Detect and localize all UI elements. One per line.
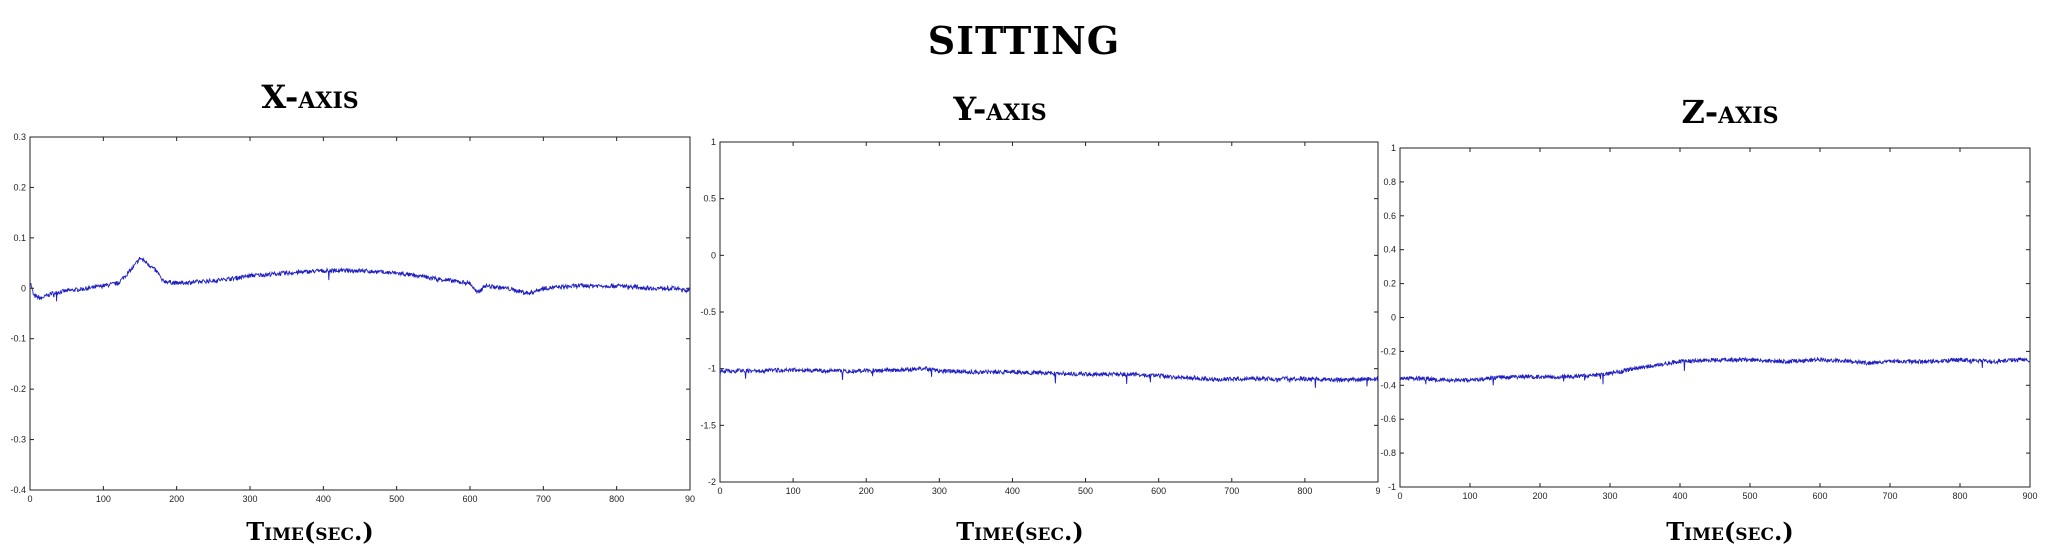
panel-2-series-line [1399, 356, 2031, 386]
panel-2-xtick-label: 300 [1602, 491, 1617, 501]
figure-title: SITTING [927, 18, 1121, 63]
panel-0-ytick-label: -0.3 [10, 435, 26, 445]
panel-1-ytick-label: 1 [711, 137, 716, 147]
panel-0-ytick-label: 0.1 [13, 233, 26, 243]
x-axis-panel-title: X-axis [261, 78, 359, 116]
panel-1-xtick-label: 9 [1375, 486, 1380, 496]
panel-1-xtick-label: 100 [786, 486, 801, 496]
panel-2-xtick-label: 700 [1882, 491, 1897, 501]
panel-0-xtick-label: 400 [316, 494, 331, 504]
panel-0-ytick-label: 0.3 [13, 132, 26, 142]
panel-0-series-line [29, 256, 691, 302]
y-axis-panel-xlabel: Time(sec.) [956, 517, 1084, 546]
panel-1-axes-box [719, 141, 1379, 483]
panel-2-ytick-label: 0.4 [1383, 245, 1396, 255]
panel-1-ytick-label: -1.5 [700, 420, 716, 430]
panel-1-xtick-label: 400 [1005, 486, 1020, 496]
panel-1-xtick-label: 800 [1297, 486, 1312, 496]
panel-0-xtick-label: 90 [685, 494, 695, 504]
panel-0-ytick-label: -0.2 [10, 384, 26, 394]
panel-0-xtick-label: 500 [389, 494, 404, 504]
panel-1-xtick-label: 200 [859, 486, 874, 496]
panel-2-ytick-label: 0.2 [1383, 279, 1396, 289]
panel-2-ytick-label: 0 [1391, 313, 1396, 323]
y-axis-panel-title: Y-axis [953, 90, 1047, 128]
panel-0-xtick-label: 700 [536, 494, 551, 504]
panel-1-ytick-label: -2 [708, 477, 716, 487]
panel-2-ytick-label: -0.2 [1380, 346, 1396, 356]
panel-1-ytick-label: 0.5 [703, 194, 716, 204]
panel-1-ytick-label: -0.5 [700, 307, 716, 317]
panel-0-xtick-label: 0 [27, 494, 32, 504]
panel-2-xtick-label: 0 [1397, 491, 1402, 501]
panel-1-xtick-label: 300 [932, 486, 947, 496]
panel-2-xtick-label: 100 [1462, 491, 1477, 501]
panel-2-axes-box [1399, 147, 2031, 488]
panel-2-ytick-label: -0.4 [1380, 380, 1396, 390]
panel-0-xtick-label: 800 [609, 494, 624, 504]
panel-2-ytick-label: 1 [1391, 143, 1396, 153]
panel-2-xtick-label: 600 [1812, 491, 1827, 501]
panel-1-xtick-label: 700 [1224, 486, 1239, 496]
panel-1-ytick-label: -1 [708, 364, 716, 374]
panel-2-xtick-label: 800 [1952, 491, 1967, 501]
panel-0-xtick-label: 600 [462, 494, 477, 504]
panel-0-ytick-label: 0.2 [13, 182, 26, 192]
panel-1-xtick-label: 600 [1151, 486, 1166, 496]
panel-0-ytick-label: -0.1 [10, 334, 26, 344]
panel-2-ytick-label: 0.8 [1383, 177, 1396, 187]
panel-1-series-line [719, 365, 1379, 388]
panel-2-xtick-label: 400 [1672, 491, 1687, 501]
panel-0-xtick-label: 100 [96, 494, 111, 504]
panel-0-ytick-label: 0 [21, 283, 26, 293]
panel-1-xtick-label: 0 [717, 486, 722, 496]
panel-2-xtick-label: 500 [1742, 491, 1757, 501]
z-axis-panel-title: Z-axis [1681, 93, 1779, 131]
panel-0-axes-box [29, 136, 691, 491]
panel-2-xtick-label: 200 [1532, 491, 1547, 501]
panel-2-xtick-label: 900 [2022, 491, 2037, 501]
z-axis-panel-xlabel: Time(sec.) [1666, 517, 1794, 546]
panel-1-ytick-label: 0 [711, 250, 716, 260]
panel-2-ytick-label: -0.8 [1380, 448, 1396, 458]
panel-2-ytick-label: -1 [1388, 482, 1396, 492]
x-axis-panel-xlabel: Time(sec.) [246, 517, 374, 546]
panel-0-xtick-label: 200 [169, 494, 184, 504]
panel-2-ytick-label: -0.6 [1380, 414, 1396, 424]
panel-2-ytick-label: 0.6 [1383, 211, 1396, 221]
panel-1-xtick-label: 500 [1078, 486, 1093, 496]
panel-0-xtick-label: 300 [242, 494, 257, 504]
panel-0-ytick-label: -0.4 [10, 485, 26, 495]
